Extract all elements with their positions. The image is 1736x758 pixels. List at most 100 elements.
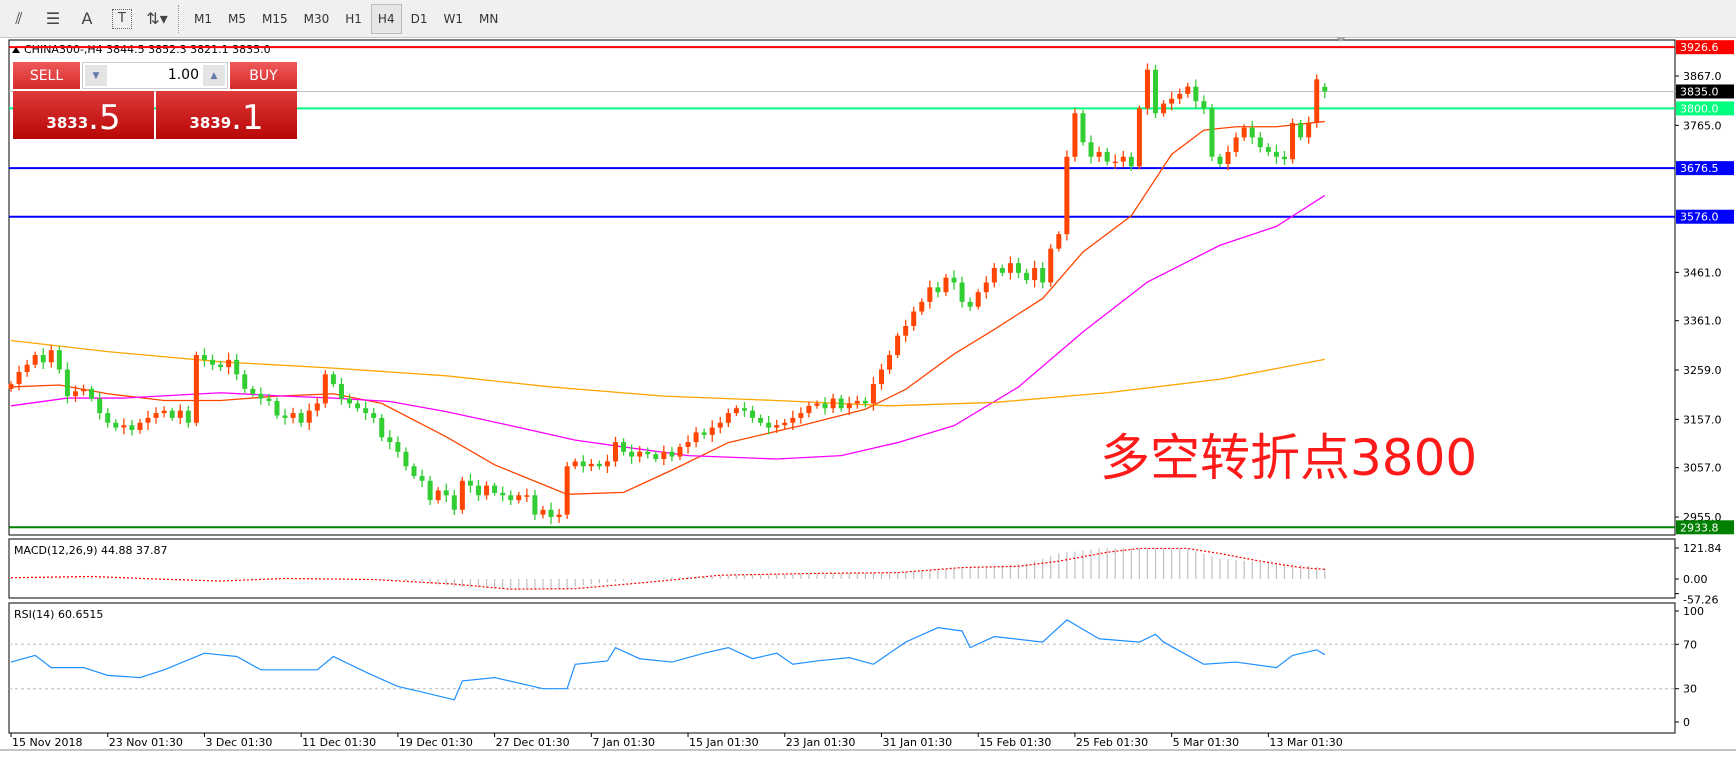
price-tick-label: 3259.0: [1683, 364, 1722, 377]
quantity-input[interactable]: 1.00: [167, 67, 199, 83]
candle-body: [1257, 137, 1263, 148]
candle-body: [999, 267, 1005, 273]
candle-body: [169, 410, 175, 418]
candle: [347, 393, 353, 409]
timeframe-h1-button[interactable]: H1: [345, 11, 362, 26]
candle: [895, 332, 901, 358]
price-label-bg: [1676, 161, 1734, 176]
candle-body: [540, 509, 546, 515]
candle-body: [32, 355, 38, 365]
candle-body: [991, 267, 997, 283]
candle: [1201, 95, 1207, 115]
fibonacci-expansion-icon[interactable]: ⫽: [15, 8, 23, 28]
candle: [40, 348, 46, 370]
candle: [298, 409, 304, 427]
time-tick-label: 19 Dec 01:30: [399, 736, 473, 749]
horizontal-line-price-label: 3835.0: [1680, 85, 1719, 98]
candle-body: [556, 514, 562, 518]
candle: [210, 354, 215, 371]
candle-body: [1040, 267, 1046, 283]
candle-body: [443, 490, 449, 496]
candle: [766, 415, 772, 435]
candle-body: [637, 451, 643, 457]
candle-body: [395, 442, 401, 452]
candle: [1233, 132, 1239, 157]
candle-body: [266, 398, 272, 401]
timeframe-m30-button[interactable]: M30: [303, 11, 330, 26]
timeframe-h4-button[interactable]: H4: [370, 3, 402, 34]
candle-body: [105, 413, 111, 423]
candle: [1136, 105, 1142, 170]
candle-body: [1104, 151, 1110, 162]
timeframe-d1-button[interactable]: D1: [410, 11, 428, 26]
candle: [1241, 124, 1247, 141]
candle: [508, 490, 514, 505]
candle: [516, 491, 522, 504]
candle-body: [371, 413, 377, 418]
candle: [234, 354, 240, 381]
candle: [137, 418, 143, 434]
candle-body: [693, 432, 699, 443]
candle: [604, 454, 610, 474]
fibonacci-fan-icon[interactable]: ☰: [45, 9, 61, 28]
candle-body: [411, 466, 417, 476]
timeframe-m5-button[interactable]: M5: [228, 11, 246, 26]
candle: [1193, 79, 1199, 109]
candle-body: [355, 403, 361, 409]
candle: [169, 407, 175, 421]
candle: [153, 407, 159, 424]
candle: [56, 346, 62, 374]
rsi-tick-label: 30: [1683, 683, 1697, 696]
candle-body: [1096, 151, 1102, 157]
candle: [669, 446, 675, 462]
candle: [661, 445, 667, 466]
text-label-icon[interactable]: T: [112, 8, 132, 29]
candle-body: [1169, 98, 1175, 104]
chart-area[interactable]: CHINA300-,H4 3844.5 3852.3 3821.1 3835.0…: [0, 37, 1736, 758]
candle: [943, 273, 949, 297]
candle-body: [1322, 86, 1328, 92]
text-icon[interactable]: A: [81, 9, 93, 28]
rsi-line: [10, 619, 1326, 701]
candle-body: [1193, 86, 1199, 102]
candle-body: [16, 371, 22, 385]
candle: [145, 410, 151, 430]
decrease-quantity-icon[interactable]: ▼: [85, 65, 107, 86]
quantity-stepper[interactable]: ▼ 1.00 ▲: [82, 62, 228, 89]
arrows-dropdown-icon[interactable]: ⇅▾: [146, 9, 168, 28]
candle-body: [201, 355, 207, 360]
sell-button[interactable]: SELL: [13, 62, 80, 89]
candle: [8, 381, 14, 392]
timeframe-mn-button[interactable]: MN: [478, 11, 499, 26]
symbol-triangle-icon: [12, 47, 20, 53]
candle-body: [1056, 234, 1062, 249]
timeframe-w1-button[interactable]: W1: [443, 11, 463, 26]
increase-quantity-icon[interactable]: ▲: [203, 65, 225, 86]
candle: [363, 401, 369, 420]
candle: [870, 376, 876, 411]
buy-button[interactable]: BUY: [230, 62, 297, 89]
buy-price-button[interactable]: 3839 .1: [156, 91, 297, 139]
candle-body: [516, 495, 522, 501]
candle-body: [951, 277, 957, 283]
candle: [951, 270, 957, 290]
candle: [854, 395, 860, 409]
candle-body: [1048, 248, 1054, 283]
timeframe-m15-button[interactable]: M15: [262, 11, 288, 26]
candle-body: [274, 400, 280, 416]
candle: [459, 476, 465, 514]
sell-price-button[interactable]: 3833 .5: [13, 91, 154, 139]
time-tick-label: 25 Feb 01:30: [1076, 736, 1148, 749]
macd-tick-label: 0.00: [1683, 573, 1708, 586]
buy-price-main: 3839: [189, 114, 232, 132]
candle-body: [403, 451, 409, 467]
moving-average-line-3: [10, 339, 1325, 407]
price-label-bg: [1676, 40, 1734, 55]
time-tick-label: 23 Nov 01:30: [109, 736, 183, 749]
timeframe-m1-button[interactable]: M1: [194, 11, 212, 26]
candle: [435, 487, 441, 504]
candle: [596, 460, 602, 470]
candle: [532, 489, 538, 520]
candle: [911, 306, 917, 331]
candle: [338, 377, 344, 405]
